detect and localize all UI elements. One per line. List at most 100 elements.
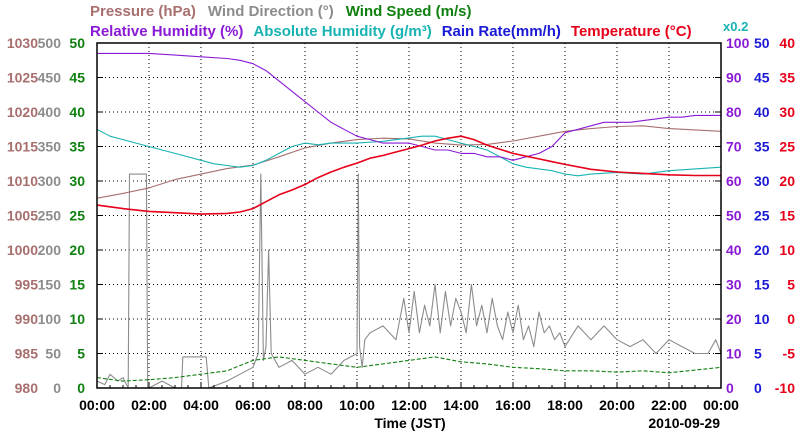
relative_humidity-tick-label: 0 <box>726 380 734 396</box>
temperature-tick-label: 25 <box>779 139 795 155</box>
rain_rate-tick-label: 50 <box>754 35 770 51</box>
relative_humidity-tick-label: 40 <box>726 242 742 258</box>
rain_rate-tick-label: 5 <box>754 346 762 362</box>
wind_speed-tick-label: 25 <box>69 208 85 224</box>
series-wind-speed-m-s <box>96 356 722 382</box>
rain_rate-tick-label: 15 <box>754 277 770 293</box>
series-pressure-hpa <box>96 125 722 199</box>
temperature-tick-label: -10 <box>775 380 795 396</box>
legend-item-2: Absolute Humidity (g/m³) <box>253 23 431 40</box>
relative_humidity-tick-label: 90 <box>726 70 742 86</box>
chart-grid <box>97 43 721 388</box>
pressure-tick-label: 1015 <box>7 139 38 155</box>
series-absolute-humidity-g-m <box>96 128 722 177</box>
relative_humidity-tick-label: 50 <box>726 208 742 224</box>
x-tick-label: 20:00 <box>599 397 635 413</box>
absolute-humidity-scale-note: x0.2 <box>723 19 748 34</box>
wind_direction-tick-label: 100 <box>38 311 62 327</box>
x-tick-label: 14:00 <box>443 397 479 413</box>
pressure-tick-label: 1010 <box>7 173 38 189</box>
wind_direction-tick-label: 250 <box>38 208 62 224</box>
pressure-tick-label: 990 <box>15 311 39 327</box>
wind_speed-tick-label: 50 <box>69 35 85 51</box>
x-tick-label: 22:00 <box>651 397 687 413</box>
temperature-tick-label: 40 <box>779 35 795 51</box>
x-axis-label: Time (JST) <box>374 415 445 431</box>
wind_speed-tick-label: 20 <box>69 242 85 258</box>
x-tick-label: 10:00 <box>339 397 375 413</box>
x-tick-label: 08:00 <box>287 397 323 413</box>
x-tick-label: 00:00 <box>703 397 739 413</box>
relative_humidity-tick-label: 30 <box>726 277 742 293</box>
legend-row-2: Relative Humidity (%) Absolute Humidity (… <box>90 23 692 40</box>
wind_direction-tick-label: 50 <box>45 346 61 362</box>
pressure-tick-label: 1000 <box>7 242 38 258</box>
relative_humidity-tick-label: 20 <box>726 311 742 327</box>
wind_direction-tick-label: 300 <box>38 173 62 189</box>
relative_humidity-tick-label: 60 <box>726 173 742 189</box>
legend-row-1: Pressure (hPa) Wind Direction (°) Wind Spe… <box>90 3 471 20</box>
temperature-tick-label: 30 <box>779 104 795 120</box>
temperature-tick-label: 5 <box>787 277 795 293</box>
pressure-tick-label: 1005 <box>7 208 38 224</box>
rain_rate-tick-label: 0 <box>754 380 762 396</box>
pressure-tick-label: 985 <box>15 346 39 362</box>
x-axis: 00:00 02:00 04:00 06:00 08:00 10:00 12:00 14:00… <box>79 42 739 413</box>
series-temperature-c <box>96 135 721 215</box>
legend-item-4: Temperature (°C) <box>571 23 692 40</box>
wind_speed-tick-label: 45 <box>69 70 85 86</box>
rain_rate-tick-label: 35 <box>754 139 770 155</box>
pressure-tick-label: 1030 <box>7 35 38 51</box>
temperature-tick-label: 15 <box>779 208 795 224</box>
wind_direction-tick-label: 0 <box>53 380 61 396</box>
wind_direction-tick-label: 350 <box>38 139 62 155</box>
rain_rate-tick-label: 30 <box>754 173 770 189</box>
relative_humidity-tick-label: 80 <box>726 104 742 120</box>
pressure-tick-label: 980 <box>15 380 39 396</box>
pressure-tick-label: 995 <box>15 277 39 293</box>
left-axes: 9809859909951000100510101015102010251030… <box>7 35 85 396</box>
x-tick-label: 06:00 <box>235 397 271 413</box>
temperature-tick-label: -5 <box>783 346 796 362</box>
pressure-tick-label: 1020 <box>7 104 38 120</box>
x-tick-label: 04:00 <box>183 397 219 413</box>
wind_speed-tick-label: 30 <box>69 173 85 189</box>
x-tick-label: 12:00 <box>391 397 427 413</box>
rain_rate-tick-label: 25 <box>754 208 770 224</box>
right-axes: 0102030405060708090100051015202530354045… <box>726 35 795 396</box>
temperature-tick-label: 0 <box>787 311 795 327</box>
wind_direction-tick-label: 150 <box>38 277 62 293</box>
relative_humidity-tick-label: 70 <box>726 139 742 155</box>
wind_direction-tick-label: 500 <box>38 35 62 51</box>
series-wind-direction <box>96 173 722 389</box>
wind_direction-tick-label: 200 <box>38 242 62 258</box>
x-tick-label: 00:00 <box>79 397 115 413</box>
temperature-tick-label: 35 <box>779 70 795 86</box>
wind_direction-tick-label: 450 <box>38 70 62 86</box>
wind_speed-tick-label: 40 <box>69 104 85 120</box>
wind_speed-tick-label: 15 <box>69 277 85 293</box>
relative_humidity-tick-label: 100 <box>726 35 750 51</box>
legend-item-1: Relative Humidity (%) <box>90 23 243 40</box>
legend-item-1: Pressure (hPa) <box>90 3 196 20</box>
x-tick-label: 02:00 <box>131 397 167 413</box>
temperature-tick-label: 20 <box>779 173 795 189</box>
wind_speed-tick-label: 0 <box>77 380 85 396</box>
rain_rate-tick-label: 45 <box>754 70 770 86</box>
x-tick-label: 18:00 <box>547 397 583 413</box>
x-tick-label: 16:00 <box>495 397 531 413</box>
wind_speed-tick-label: 10 <box>69 311 85 327</box>
legend-item-3: Rain Rate(mm/h) <box>442 23 561 40</box>
series-relative-humidity <box>97 52 721 161</box>
temperature-tick-label: 10 <box>779 242 795 258</box>
legend-item-2: Wind Direction (°) <box>208 3 334 20</box>
rain_rate-tick-label: 20 <box>754 242 770 258</box>
wind_speed-tick-label: 5 <box>77 346 85 362</box>
series-layer <box>96 52 722 389</box>
rain_rate-tick-label: 40 <box>754 104 770 120</box>
legend-item-3: Wind Speed (m/s) <box>346 3 472 20</box>
relative_humidity-tick-label: 10 <box>726 346 742 362</box>
wind_speed-tick-label: 35 <box>69 139 85 155</box>
